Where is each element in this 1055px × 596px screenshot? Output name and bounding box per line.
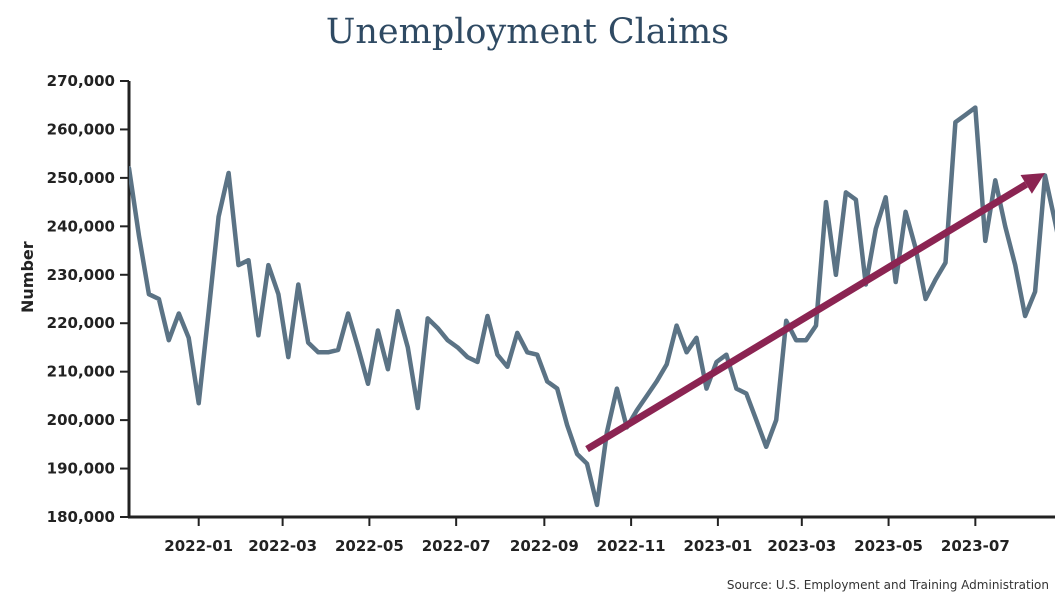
x-tick-label: 2023-07 — [941, 537, 1010, 555]
x-tick-label: 2022-09 — [510, 537, 579, 555]
y-tick-label: 260,000 — [47, 120, 115, 138]
series-line — [129, 105, 1055, 508]
y-tick-label: 210,000 — [47, 363, 115, 381]
y-tick-label: 200,000 — [47, 411, 115, 429]
x-tick-label: 2022-03 — [248, 537, 317, 555]
y-tick-label: 220,000 — [47, 314, 115, 332]
y-tick-label: 270,000 — [47, 72, 115, 90]
trend-arrow-head — [1020, 173, 1045, 194]
x-tick-label: 2022-01 — [164, 537, 233, 555]
y-tick-label: 250,000 — [47, 169, 115, 187]
y-tick-label: 180,000 — [47, 508, 115, 526]
x-tick-label: 2023-03 — [767, 537, 836, 555]
x-tick-label: 2022-05 — [335, 537, 404, 555]
chart-title: Unemployment Claims — [325, 12, 730, 52]
y-tick-label: 240,000 — [47, 217, 115, 235]
y-tick-label: 190,000 — [47, 460, 115, 478]
x-tick-label: 2023-01 — [683, 537, 752, 555]
trend-arrow-shaft — [585, 181, 1029, 453]
y-tick-label: 230,000 — [47, 266, 115, 284]
source-note: Source: U.S. Employment and Training Adm… — [726, 578, 1049, 592]
x-tick-label: 2023-05 — [854, 537, 923, 555]
x-tick-label: 2022-11 — [597, 537, 666, 555]
x-tick-label: 2022-07 — [422, 537, 491, 555]
